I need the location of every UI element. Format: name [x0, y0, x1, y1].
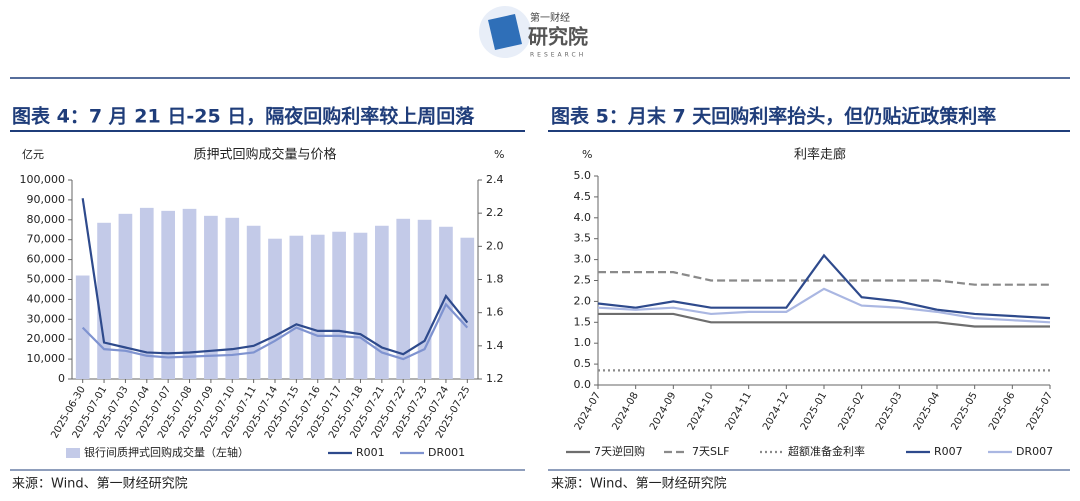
bar: [182, 208, 197, 379]
bar: [225, 217, 240, 379]
logo-top: 第一财经: [530, 11, 570, 24]
legend-label: 7天逆回购: [594, 444, 645, 458]
legend-swatch: [66, 448, 80, 458]
line: [597, 287, 1051, 324]
y-axis-unit: %: [582, 148, 592, 161]
bar: [139, 207, 154, 379]
bar: [417, 219, 432, 379]
logo-main: 研究院: [528, 25, 588, 49]
x-tick-label: 2025-04: [912, 391, 942, 433]
bar: [268, 238, 282, 379]
line: [598, 312, 1050, 328]
panel-title: 图表 5：月末 7 天回购利率抬头，但仍贴近政策利率: [551, 105, 996, 128]
y2-tick-label: 1.4: [486, 339, 504, 352]
y-axis-unit: 亿元: [22, 148, 44, 161]
bar: [204, 215, 218, 379]
x-tick-label: 2024-11: [723, 391, 753, 433]
y2-tick-label: 2.2: [486, 206, 504, 219]
x-tick-label: 2024-09: [648, 391, 678, 433]
legend-label: R001: [356, 446, 385, 459]
bar: [460, 237, 475, 379]
bar: [97, 222, 111, 379]
y-tick-label: 80,000: [27, 213, 66, 226]
y-tick-label: 90,000: [27, 193, 66, 206]
legend-label: 银行间质押式回购成交量（左轴）: [84, 445, 249, 459]
y-tick-label: 0: [58, 372, 65, 385]
bar: [289, 235, 304, 379]
x-tick-label: 2025-06: [987, 390, 1017, 432]
source: 来源：Wind、第一财经研究院: [12, 477, 188, 492]
bar: [396, 218, 411, 379]
line: [598, 271, 1050, 286]
y2-tick-label: 1.6: [486, 306, 504, 319]
y2-tick-label: 2.0: [486, 239, 504, 252]
x-tick-label: 2024-12: [761, 391, 791, 433]
y-tick-label: 1.0: [574, 336, 592, 349]
bar: [161, 210, 175, 379]
line: [81, 302, 469, 361]
x-tick-label: 2025-03: [874, 391, 904, 433]
x-tick-label: 2024-07: [573, 391, 603, 433]
y-tick-label: 70,000: [27, 233, 66, 246]
logo-icon: [488, 14, 522, 50]
logo: 第一财经 研究院 RESEARCH: [479, 6, 588, 59]
source: 来源：Wind、第一财经研究院: [551, 477, 727, 492]
x-tick-label: 2025-01: [799, 391, 829, 433]
legend-label: 7天SLF: [692, 445, 729, 458]
y-tick-label: 5.0: [574, 169, 592, 182]
y-tick-label: 0.5: [574, 357, 592, 370]
bar: [375, 225, 389, 379]
chart-title: 利率走廊: [794, 147, 846, 163]
x-tick-label: 2024-08: [610, 391, 640, 433]
logo-sub: RESEARCH: [530, 52, 586, 59]
x-tick-label: 2025-07: [1025, 391, 1055, 433]
bar: [353, 232, 368, 379]
y-tick-label: 4.5: [574, 190, 592, 203]
y-tick-label: 0.0: [574, 378, 592, 391]
y-tick-label: 40,000: [27, 292, 66, 305]
y2-axis-unit: %: [494, 148, 504, 161]
y2-tick-label: 2.4: [486, 173, 504, 186]
y-tick-label: 20,000: [27, 332, 66, 345]
legend-label: 超额准备金利率: [788, 444, 865, 458]
line: [81, 198, 469, 356]
y-tick-label: 10,000: [27, 352, 66, 365]
x-tick-label: 2024-10: [686, 391, 716, 433]
y-tick-label: 60,000: [27, 253, 66, 266]
y-tick-label: 3.0: [574, 253, 592, 266]
x-tick-label: 2025-02: [836, 391, 866, 433]
y-tick-label: 2.5: [574, 274, 592, 287]
panel-title: 图表 4：7 月 21 日-25 日，隔夜回购利率较上周回落: [12, 105, 475, 128]
bar: [75, 275, 90, 379]
y-tick-label: 4.0: [574, 211, 592, 224]
bar: [246, 225, 261, 379]
bar: [310, 234, 325, 379]
y-tick-label: 30,000: [27, 312, 66, 325]
y2-tick-label: 1.2: [486, 372, 504, 385]
y-tick-label: 1.5: [574, 315, 592, 328]
y-tick-label: 50,000: [27, 273, 66, 286]
y2-tick-label: 1.8: [486, 273, 504, 286]
y-tick-label: 100,000: [20, 173, 66, 186]
legend-label: DR007: [1016, 445, 1053, 458]
chart-title: 质押式回购成交量与价格: [193, 147, 336, 163]
legend-label: R007: [934, 445, 963, 458]
legend-label: DR001: [428, 446, 465, 459]
bar: [332, 231, 346, 379]
y-tick-label: 2.0: [574, 294, 592, 307]
x-tick-label: 2025-05: [949, 391, 979, 433]
line: [597, 253, 1051, 320]
bar: [118, 213, 133, 379]
y-tick-label: 3.5: [574, 232, 592, 245]
